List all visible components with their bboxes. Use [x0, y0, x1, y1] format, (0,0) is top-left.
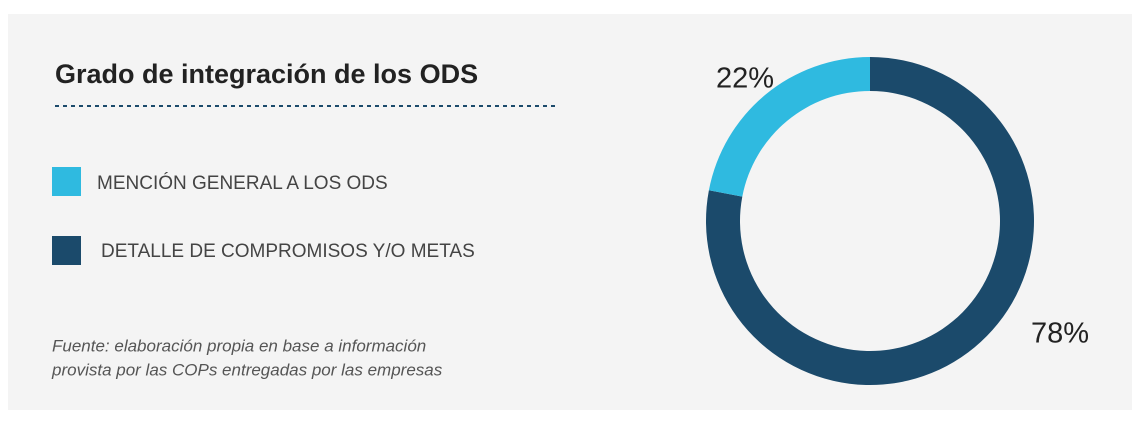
legend-label: DETALLE DE COMPROMISOS Y/O METAS — [101, 241, 475, 262]
legend-label: MENCIÓN GENERAL A LOS ODS — [97, 172, 388, 194]
chart-title: Grado de integración de los ODS — [55, 59, 478, 89]
source-note: provista por las COPs entregadas por las… — [51, 360, 443, 379]
data-label: 22% — [716, 63, 774, 95]
donut-segment — [708, 57, 870, 197]
data-label: 78% — [1031, 318, 1089, 350]
legend-swatch — [52, 236, 81, 265]
legend-swatch — [52, 167, 81, 196]
source-note: Fuente: elaboración propia en base a inf… — [52, 336, 426, 355]
